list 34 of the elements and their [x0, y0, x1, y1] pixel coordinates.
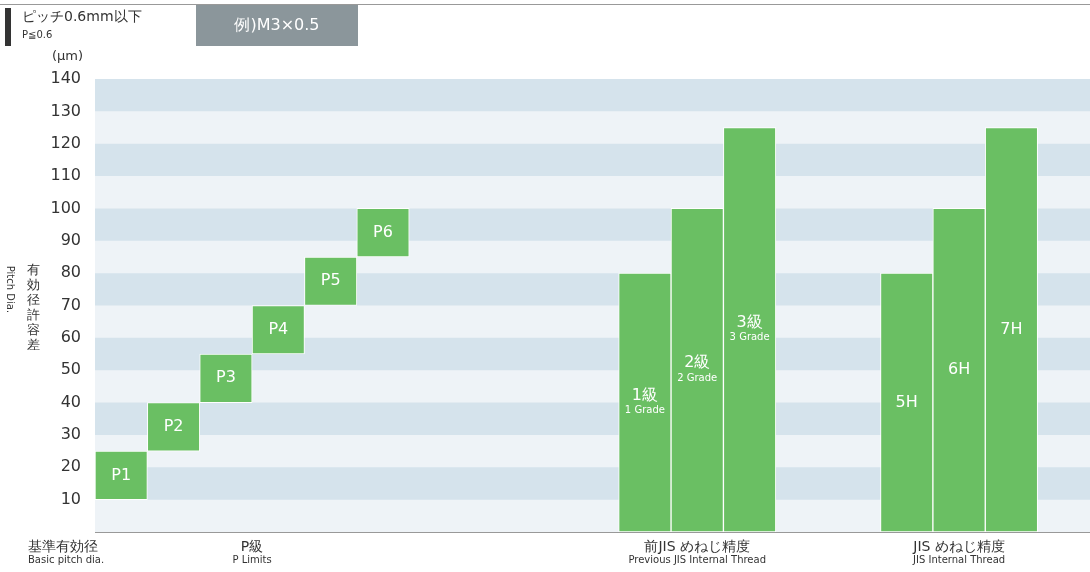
x-tick-label: 2級 2 Grade	[677, 352, 718, 383]
y-tick-label: 100	[50, 197, 81, 217]
x-tick-label: P3	[216, 367, 236, 387]
text: P級 P Limits	[231, 538, 273, 566]
x-tick-label: P1	[111, 464, 132, 484]
chart-subtitle: P≦0.6	[22, 29, 53, 41]
text: (μm)	[52, 48, 84, 64]
x-tick-label: 3級 3 Grade	[729, 311, 770, 343]
y-tick-label: 110	[50, 165, 81, 185]
x-tick-label: P2	[163, 416, 184, 435]
y-tick-label: 60	[60, 327, 81, 347]
y-tick-label: 90	[60, 229, 81, 249]
y-tick-label: 80	[60, 262, 81, 282]
y-tick-label: 10	[60, 488, 81, 508]
y-tick-label: 20	[60, 456, 81, 476]
chart-title: ピッチ0.6mm以下	[22, 8, 142, 25]
text: 例)M3×0.5	[196, 5, 358, 46]
x-tick-label: 1級 1 Grade	[624, 384, 665, 416]
y-tick-label: 40	[60, 391, 81, 411]
x-tick-label: P5	[320, 270, 341, 290]
text: JIS めねじ精度 JIS Internal Thread	[911, 538, 1007, 566]
y-tick-label: 30	[60, 424, 81, 444]
text: 前JIS めねじ精度 Previous JIS Internal Thread	[627, 538, 767, 566]
x-tick-label: P6	[373, 221, 393, 241]
y-tick-label: 50	[60, 359, 81, 379]
y-tick-label: 130	[50, 100, 81, 120]
x-tick-label: 5H	[895, 391, 918, 411]
x-tick-label: P4	[268, 318, 289, 338]
y-tick-label: 140	[50, 68, 81, 88]
y-tick-label: 120	[50, 132, 81, 152]
x-tick-label: 6H	[947, 359, 971, 379]
y-tick-label: 70	[60, 294, 81, 314]
text: 基準有効径 Basic pitch dia.	[28, 538, 105, 566]
x-tick-label: 7H	[1000, 318, 1023, 338]
